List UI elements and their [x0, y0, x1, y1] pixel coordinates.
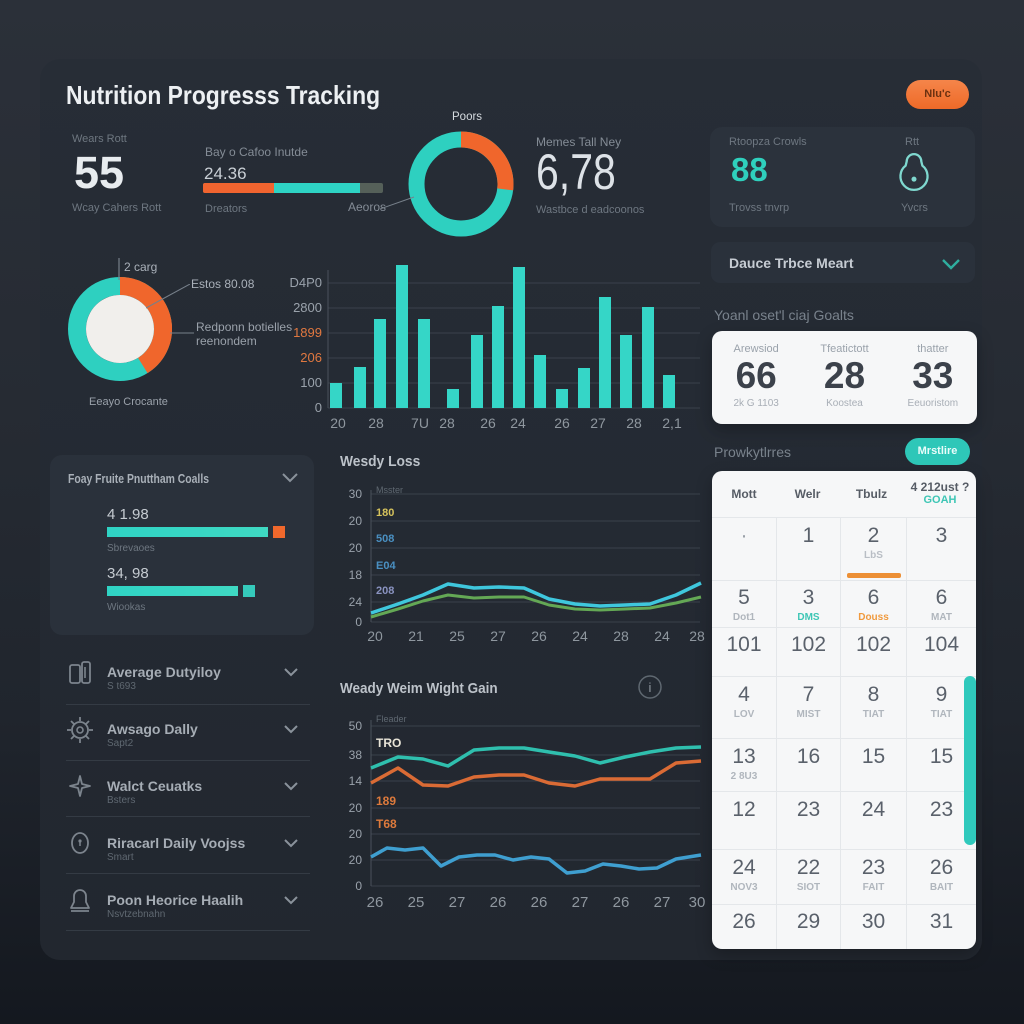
svg-text:27: 27: [654, 894, 671, 910]
svg-text:20: 20: [349, 801, 363, 815]
svg-text:D4P0: D4P0: [289, 275, 322, 290]
svg-text:0: 0: [355, 879, 362, 893]
svg-text:E04: E04: [376, 560, 396, 572]
svg-text:0: 0: [315, 400, 322, 415]
svg-text:26: 26: [531, 894, 548, 910]
svg-text:50: 50: [349, 719, 363, 733]
svg-text:28: 28: [439, 415, 455, 431]
svg-text:27: 27: [572, 894, 589, 910]
svg-text:2,1: 2,1: [662, 415, 682, 431]
svg-text:TRO: TRO: [376, 736, 401, 750]
svg-text:Fleader: Fleader: [376, 714, 407, 724]
svg-text:24: 24: [654, 628, 670, 644]
svg-text:206: 206: [300, 350, 322, 365]
svg-text:27: 27: [490, 628, 506, 644]
svg-text:21: 21: [408, 628, 424, 644]
svg-text:0: 0: [355, 615, 362, 629]
svg-text:508: 508: [376, 533, 394, 545]
svg-text:T68: T68: [376, 817, 397, 831]
svg-text:189: 189: [376, 794, 396, 808]
svg-text:2800: 2800: [293, 300, 322, 315]
svg-text:26: 26: [531, 628, 547, 644]
svg-text:100: 100: [300, 375, 322, 390]
svg-text:24: 24: [349, 595, 363, 609]
svg-text:18: 18: [349, 568, 363, 582]
svg-text:26: 26: [367, 894, 384, 910]
svg-text:26: 26: [480, 415, 496, 431]
svg-text:28: 28: [613, 628, 629, 644]
svg-text:30: 30: [689, 894, 706, 910]
svg-text:20: 20: [330, 415, 346, 431]
svg-text:26: 26: [490, 894, 507, 910]
svg-text:7U: 7U: [411, 415, 429, 431]
svg-text:28: 28: [368, 415, 384, 431]
svg-text:20: 20: [349, 827, 363, 841]
svg-text:208: 208: [376, 585, 394, 597]
svg-text:20: 20: [349, 541, 363, 555]
svg-text:25: 25: [449, 628, 465, 644]
svg-text:20: 20: [367, 628, 383, 644]
svg-text:26: 26: [554, 415, 570, 431]
svg-text:38: 38: [349, 748, 363, 762]
svg-text:26: 26: [613, 894, 630, 910]
svg-text:28: 28: [689, 628, 705, 644]
svg-text:24: 24: [572, 628, 588, 644]
svg-text:20: 20: [349, 853, 363, 867]
svg-text:i: i: [649, 680, 652, 695]
svg-text:28: 28: [626, 415, 642, 431]
svg-text:27: 27: [590, 415, 606, 431]
svg-text:24: 24: [510, 415, 526, 431]
svg-text:30: 30: [349, 487, 363, 501]
svg-text:20: 20: [349, 514, 363, 528]
svg-text:180: 180: [376, 507, 394, 519]
svg-text:1899: 1899: [293, 325, 322, 340]
svg-text:14: 14: [349, 774, 363, 788]
svg-text:25: 25: [408, 894, 425, 910]
svg-text:Msster: Msster: [376, 485, 403, 495]
svg-text:27: 27: [449, 894, 466, 910]
